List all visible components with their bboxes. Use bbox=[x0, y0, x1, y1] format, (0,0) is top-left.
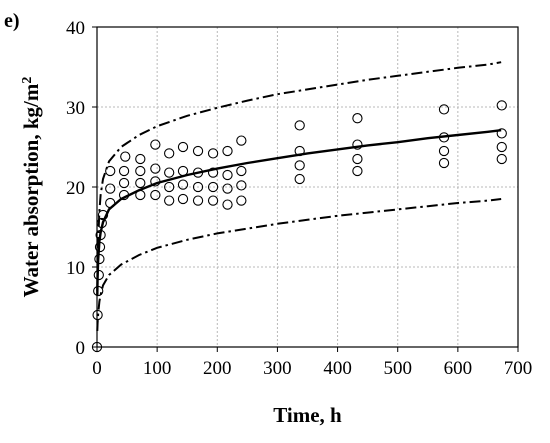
data-point bbox=[135, 153, 146, 165]
data-point bbox=[438, 104, 450, 115]
data-point bbox=[294, 145, 305, 157]
data-point bbox=[438, 145, 450, 157]
data-point bbox=[94, 253, 105, 265]
data-point bbox=[164, 167, 175, 178]
data-point bbox=[192, 145, 204, 157]
data-point bbox=[164, 181, 175, 193]
data-point bbox=[352, 139, 363, 150]
data-point bbox=[95, 229, 106, 241]
x-tick-label: 500 bbox=[383, 358, 412, 379]
data-point bbox=[207, 167, 219, 178]
data-point bbox=[150, 189, 161, 201]
data-point bbox=[207, 148, 219, 159]
data-point bbox=[222, 183, 233, 194]
data-point bbox=[294, 173, 305, 185]
data-point bbox=[93, 285, 104, 297]
data-point bbox=[97, 209, 109, 221]
data-point bbox=[438, 132, 450, 143]
data-point bbox=[177, 165, 189, 177]
y-axis-title-main: Water absorption, kg/m bbox=[19, 83, 43, 297]
data-point bbox=[177, 179, 189, 190]
data-point bbox=[177, 193, 189, 205]
data-point bbox=[207, 195, 219, 206]
data-point bbox=[164, 195, 175, 206]
data-point bbox=[352, 165, 363, 177]
data-point bbox=[150, 176, 161, 187]
data-point bbox=[118, 177, 130, 189]
data-point bbox=[177, 141, 189, 153]
data-point bbox=[150, 139, 161, 150]
y-tick-label: 40 bbox=[66, 18, 85, 39]
series-lines bbox=[96, 61, 502, 332]
x-tick-label: 0 bbox=[92, 358, 102, 379]
data-point bbox=[135, 189, 146, 201]
bound-curve-2 bbox=[96, 61, 502, 292]
data-point bbox=[192, 167, 204, 178]
x-tick-label: 400 bbox=[323, 358, 352, 379]
data-point bbox=[352, 153, 363, 165]
data-point bbox=[236, 165, 247, 177]
y-axis-title-superscript: 2 bbox=[20, 77, 35, 84]
data-point bbox=[105, 197, 116, 209]
data-point bbox=[236, 195, 247, 206]
data-point bbox=[222, 145, 233, 157]
data-point bbox=[496, 153, 507, 165]
data-point bbox=[92, 309, 103, 321]
x-axis-title: Time, h bbox=[273, 403, 342, 427]
data-point bbox=[294, 160, 305, 171]
x-tick-label: 100 bbox=[143, 358, 172, 379]
y-axis-ticks: 0 10 20 30 40 bbox=[66, 18, 97, 359]
series-points bbox=[91, 100, 507, 353]
y-axis-title: Water absorption, kg/m2 bbox=[19, 77, 43, 298]
data-point bbox=[207, 181, 219, 193]
data-point bbox=[496, 141, 507, 153]
data-point bbox=[93, 269, 104, 281]
y-tick-label: 30 bbox=[66, 98, 85, 119]
data-point bbox=[135, 177, 146, 189]
grid bbox=[97, 27, 518, 347]
data-point bbox=[118, 189, 130, 201]
data-point bbox=[120, 151, 131, 162]
data-point bbox=[105, 183, 116, 194]
data-point bbox=[294, 120, 305, 131]
data-point bbox=[222, 199, 233, 210]
y-tick-label: 10 bbox=[66, 258, 85, 279]
panel-label: e) bbox=[4, 10, 20, 32]
bound-curve-3 bbox=[96, 198, 502, 332]
x-axis-ticks: 0 100 200 300 400 500 600 700 bbox=[92, 347, 532, 379]
data-point bbox=[222, 169, 233, 181]
y-tick-label: 20 bbox=[66, 178, 85, 199]
y-tick-label: 0 bbox=[76, 338, 86, 359]
x-tick-label: 300 bbox=[263, 358, 292, 379]
data-point bbox=[352, 113, 363, 124]
data-point bbox=[192, 181, 204, 193]
data-point bbox=[192, 195, 204, 206]
data-point bbox=[94, 241, 106, 253]
x-tick-label: 700 bbox=[504, 358, 533, 379]
data-point bbox=[135, 165, 146, 177]
data-point bbox=[438, 157, 450, 169]
data-point bbox=[496, 100, 507, 111]
data-point bbox=[164, 148, 175, 159]
x-tick-label: 200 bbox=[203, 358, 232, 379]
data-point bbox=[496, 128, 507, 139]
data-point bbox=[150, 163, 161, 174]
data-point bbox=[236, 180, 247, 191]
data-point bbox=[236, 135, 247, 146]
data-point bbox=[105, 165, 116, 177]
data-point bbox=[118, 165, 130, 177]
x-tick-label: 600 bbox=[444, 358, 473, 379]
fitted-curve bbox=[96, 129, 502, 296]
